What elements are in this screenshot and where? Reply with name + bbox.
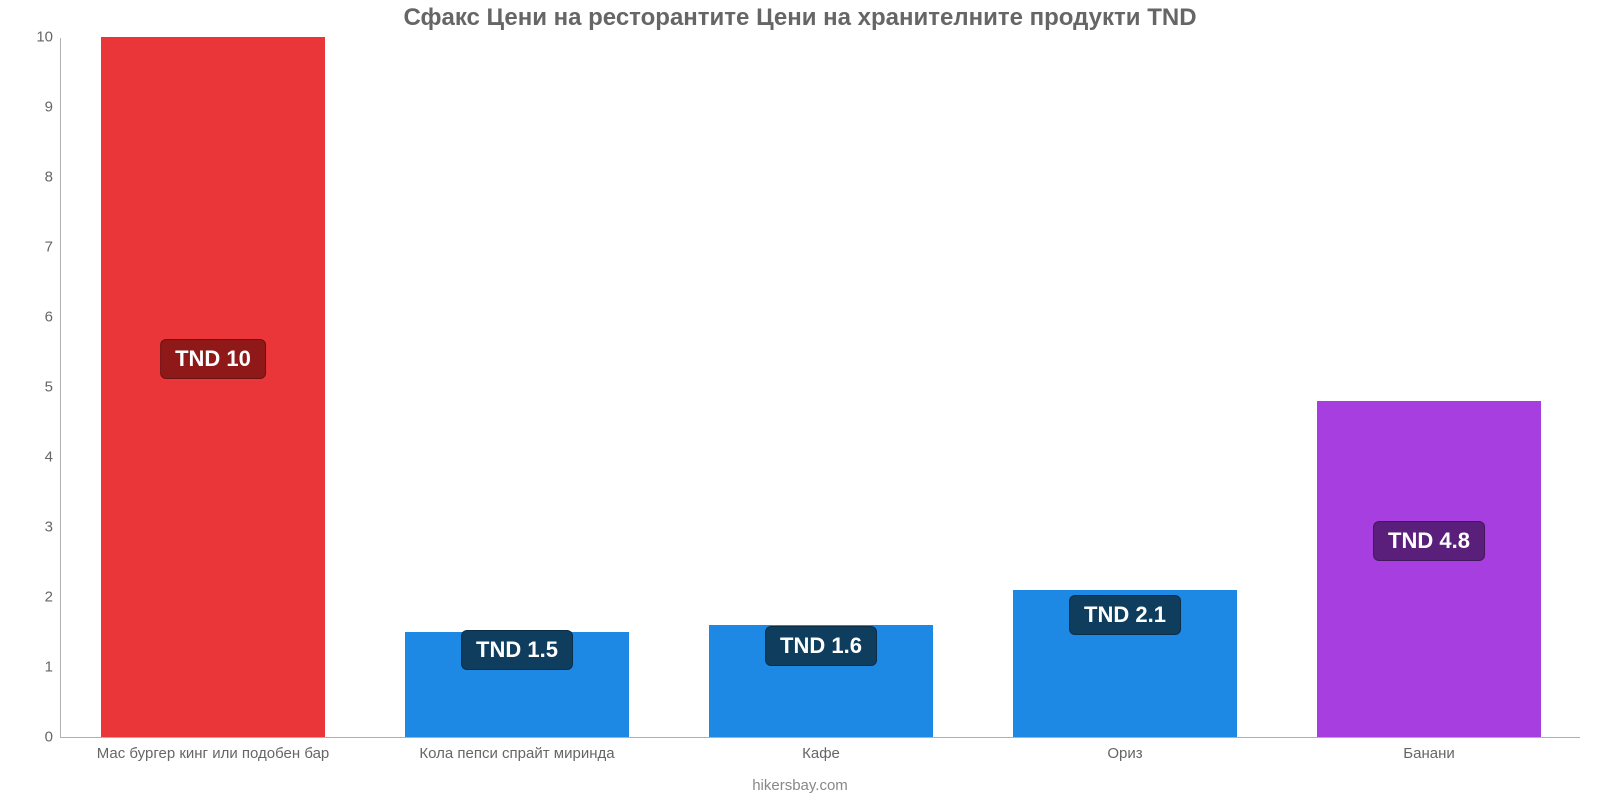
chart-title: Сфакс Цени на ресторантите Цени на храни… (0, 4, 1600, 32)
y-tick: 3 (45, 519, 53, 536)
x-tick: Ориз (1107, 745, 1142, 762)
bar-value-label: TND 4.8 (1373, 521, 1485, 561)
price-bar-chart: Сфакс Цени на ресторантите Цени на храни… (0, 0, 1600, 800)
y-tick: 8 (45, 169, 53, 186)
y-tick: 2 (45, 589, 53, 606)
y-tick: 10 (36, 29, 53, 46)
bar-value-label: TND 1.5 (461, 630, 573, 670)
x-tick: Мас бургер кинг или подобен бар (97, 745, 330, 762)
y-tick: 6 (45, 309, 53, 326)
bar-value-label: TND 1.6 (765, 626, 877, 666)
plot-area: 012345678910TND 10Мас бургер кинг или по… (60, 38, 1580, 738)
y-tick: 1 (45, 659, 53, 676)
x-tick: Кола пепси спрайт миринда (419, 745, 614, 762)
y-tick: 9 (45, 99, 53, 116)
bar-value-label: TND 10 (160, 339, 266, 379)
bar-value-label: TND 2.1 (1069, 595, 1181, 635)
x-tick: Кафе (802, 745, 840, 762)
x-tick: Банани (1403, 745, 1454, 762)
y-tick: 7 (45, 239, 53, 256)
y-tick: 0 (45, 729, 53, 746)
chart-footer: hikersbay.com (0, 777, 1600, 794)
bar (1317, 401, 1542, 737)
bar (101, 37, 326, 737)
y-tick: 5 (45, 379, 53, 396)
y-tick: 4 (45, 449, 53, 466)
